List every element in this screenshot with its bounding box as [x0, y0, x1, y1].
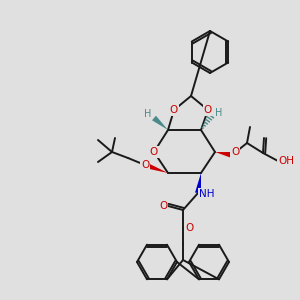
- Text: O: O: [141, 160, 149, 170]
- Polygon shape: [144, 162, 168, 173]
- Text: NH: NH: [199, 189, 215, 199]
- Text: O: O: [231, 147, 239, 157]
- Text: H: H: [144, 109, 152, 119]
- Text: H: H: [215, 108, 223, 118]
- Text: O: O: [204, 105, 212, 115]
- Text: O: O: [185, 223, 193, 233]
- Text: O: O: [170, 105, 178, 115]
- Text: O: O: [150, 147, 158, 157]
- Polygon shape: [195, 173, 201, 194]
- Polygon shape: [215, 152, 232, 158]
- Polygon shape: [152, 116, 168, 130]
- Text: O: O: [159, 201, 167, 211]
- Text: OH: OH: [278, 156, 294, 166]
